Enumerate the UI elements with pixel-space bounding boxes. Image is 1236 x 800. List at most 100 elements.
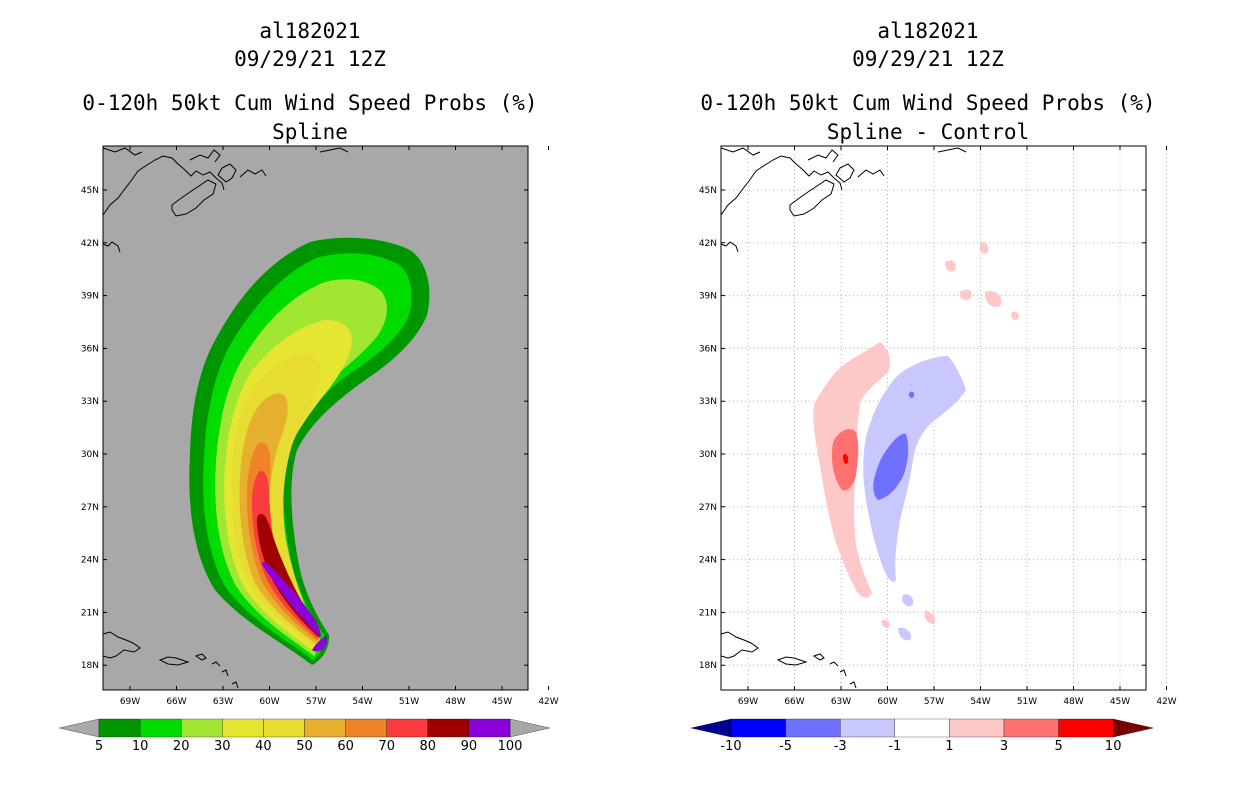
right-difference-contours: [813, 242, 1019, 641]
left-colorbar: 5 10 20 30 40 50 60 70 80 90 100: [58, 718, 551, 754]
lon-label: 63W: [213, 697, 233, 707]
lat-label: 21N: [81, 608, 99, 618]
colorbar-swatch: [894, 718, 950, 738]
lon-label: 51W: [1017, 697, 1037, 707]
colorbar-swatch: [468, 718, 511, 738]
left-datetime: 09/29/21 12Z: [234, 47, 386, 71]
colorbar-label: -5: [779, 739, 792, 754]
colorbar-swatch: [840, 718, 895, 738]
left-storm-id: al182021: [259, 19, 361, 43]
left-map: 69W 66W 63W 60W 57W 54W 51W 48W 45W 42W 45N 42N 39N 3…: [81, 145, 559, 707]
right-map-subtitle: Spline - Control: [826, 120, 1030, 144]
diff-neg-3-spot: [908, 391, 915, 398]
lat-label: 33N: [81, 397, 99, 407]
colorbar-swatch: [222, 718, 264, 738]
colorbar-under-triangle: [690, 718, 732, 738]
colorbar-label: 30: [214, 739, 231, 754]
lon-label: 42W: [1156, 697, 1176, 707]
colorbar-swatch: [730, 718, 786, 738]
colorbar-label: 60: [337, 739, 354, 754]
colorbar-swatch: [949, 718, 1005, 738]
colorbar-swatch: [427, 718, 470, 738]
lon-label: 42W: [538, 697, 558, 707]
diff-neg-1-main: [863, 356, 966, 582]
lon-label: 60W: [877, 697, 897, 707]
colorbar-swatch: [1058, 718, 1114, 738]
lat-label: 36N: [699, 344, 717, 354]
left-map-subtitle: Spline: [272, 120, 348, 144]
lat-label: 30N: [81, 450, 99, 460]
lon-label: 60W: [259, 697, 279, 707]
left-coastlines: [102, 147, 349, 689]
lon-label: 57W: [306, 697, 326, 707]
lat-label: 42N: [699, 239, 717, 249]
right-datetime: 09/29/21 12Z: [852, 47, 1004, 71]
diff-pos-1-blob-d: [984, 290, 1002, 308]
lat-label: 27N: [699, 503, 717, 513]
diff-pos-1-blob-a: [945, 260, 956, 272]
lat-label: 45N: [699, 186, 717, 196]
colorbar-swatch: [98, 718, 141, 738]
colorbar-label: 100: [498, 739, 523, 754]
colorbar-label: 5: [1054, 739, 1062, 754]
lat-label: 39N: [81, 292, 99, 302]
right-map: 69W 66W 63W 60W 57W 54W 51W 48W 45W 42W 45N 42N 39N 3…: [699, 145, 1177, 707]
colorbar-label: 20: [173, 739, 190, 754]
colorbar-label: 50: [296, 739, 313, 754]
colorbar-label: 1: [945, 739, 953, 754]
lon-label: 63W: [831, 697, 851, 707]
lon-label: 66W: [784, 697, 804, 707]
lon-label: 69W: [738, 697, 758, 707]
left-map-title: 0-120h 50kt Cum Wind Speed Probs (%): [82, 91, 538, 115]
colorbar-label: 80: [420, 739, 437, 754]
diff-pos-1-blob-g: [881, 619, 890, 628]
contour-70: [252, 470, 319, 640]
diff-pos-5: [843, 453, 849, 464]
lat-label: 42N: [81, 239, 99, 249]
colorbar-label: 5: [95, 739, 103, 754]
colorbar-label: 10: [1105, 739, 1122, 754]
colorbar-swatch: [345, 718, 387, 738]
diff-pos-1-blob-b: [979, 242, 989, 254]
left-probability-contours: [189, 237, 430, 665]
right-colorbar: -10 -5 -3 -1 1 3 5 10: [690, 718, 1154, 754]
lon-label: 51W: [399, 697, 419, 707]
colorbar-over-triangle: [1113, 718, 1154, 738]
diff-pos-1-blob-e: [1011, 311, 1019, 320]
left-axis-ticks: 69W 66W 63W 60W 57W 54W 51W 48W 45W 42W 45N 42N 39N 3…: [81, 146, 559, 707]
colorbar-label: 40: [255, 739, 272, 754]
right-storm-id: al182021: [877, 19, 979, 43]
colorbar-label: -10: [720, 739, 741, 754]
colorbar-under-triangle: [58, 718, 100, 738]
lat-label: 27N: [81, 503, 99, 513]
colorbar-label: -3: [834, 739, 847, 754]
diff-neg-3: [873, 433, 909, 500]
lon-label: 48W: [1063, 697, 1083, 707]
colorbar-label: 10: [132, 739, 149, 754]
lon-label: 45W: [1110, 697, 1130, 707]
lat-label: 18N: [81, 661, 99, 671]
colorbar-label: 70: [378, 739, 395, 754]
diff-neg-1-blob-a: [902, 594, 914, 607]
lat-label: 33N: [699, 397, 717, 407]
lon-label: 66W: [166, 697, 186, 707]
lat-label: 30N: [699, 450, 717, 460]
colorbar-swatch: [304, 718, 346, 738]
lon-label: 54W: [352, 697, 372, 707]
lat-label: 24N: [699, 556, 717, 566]
right-axis-ticks: 69W 66W 63W 60W 57W 54W 51W 48W 45W 42W 45N 42N 39N 3…: [699, 146, 1177, 707]
contour-90-core: [312, 636, 327, 652]
lat-label: 36N: [81, 344, 99, 354]
colorbar-swatch: [1003, 718, 1059, 738]
diff-pos-1-blob-f: [924, 610, 936, 624]
colorbar-swatch: [263, 718, 305, 738]
contour-90: [262, 562, 321, 637]
right-map-title: 0-120h 50kt Cum Wind Speed Probs (%): [700, 91, 1156, 115]
lat-label: 45N: [81, 186, 99, 196]
right-coastlines: [720, 147, 967, 689]
lat-label: 18N: [699, 661, 717, 671]
colorbar-label: 3: [1000, 739, 1008, 754]
colorbar-swatch: [181, 718, 223, 738]
lat-label: 24N: [81, 556, 99, 566]
